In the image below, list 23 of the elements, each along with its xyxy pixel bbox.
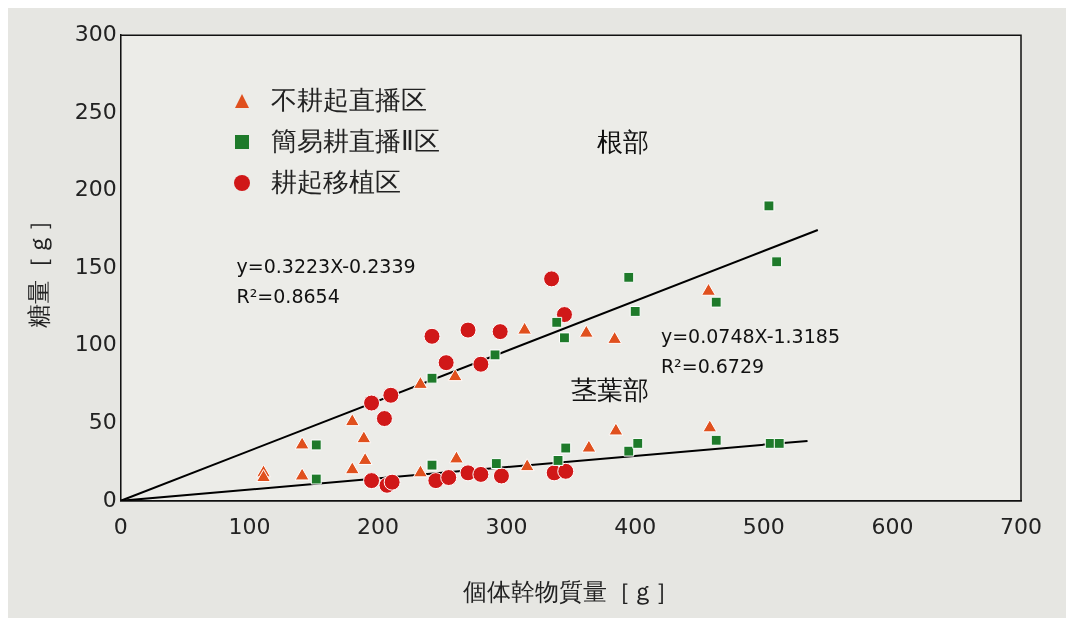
- legend-label: 簡易耕直播Ⅱ区: [271, 125, 440, 158]
- y-tick-label: 300: [74, 20, 117, 46]
- legend-label: 不耕起直播区: [271, 84, 427, 117]
- annotation: 根部: [596, 126, 649, 157]
- x-tick-label: 700: [1000, 513, 1042, 539]
- y-tick-label: 250: [74, 98, 117, 124]
- x-tick-label: 300: [485, 513, 528, 539]
- y-tick-label: 200: [74, 176, 117, 202]
- legend-label: 耕起移植区: [271, 166, 401, 199]
- annotation: y=0.0748X-1.3185 R²=0.6729: [660, 324, 840, 378]
- annotation: 茎葉部: [570, 374, 649, 405]
- x-tick-label: 200: [356, 513, 399, 539]
- x-tick-label: 100: [228, 513, 271, 539]
- y-tick-label: 50: [88, 408, 117, 434]
- x-tick-label: 600: [871, 513, 914, 539]
- x-tick-label: 400: [614, 513, 657, 539]
- y-tick-label: 150: [74, 253, 117, 279]
- y-tick-label: 0: [102, 486, 117, 512]
- x-axis-title: 個体幹物質量［ｇ］: [462, 577, 679, 606]
- y-tick-label: 100: [74, 331, 117, 357]
- y-axis-title: 糖量［ｇ］: [24, 208, 53, 328]
- x-tick-label: 500: [742, 513, 785, 539]
- annotation: y=0.3223X-0.2339 R²=0.8654: [236, 254, 416, 308]
